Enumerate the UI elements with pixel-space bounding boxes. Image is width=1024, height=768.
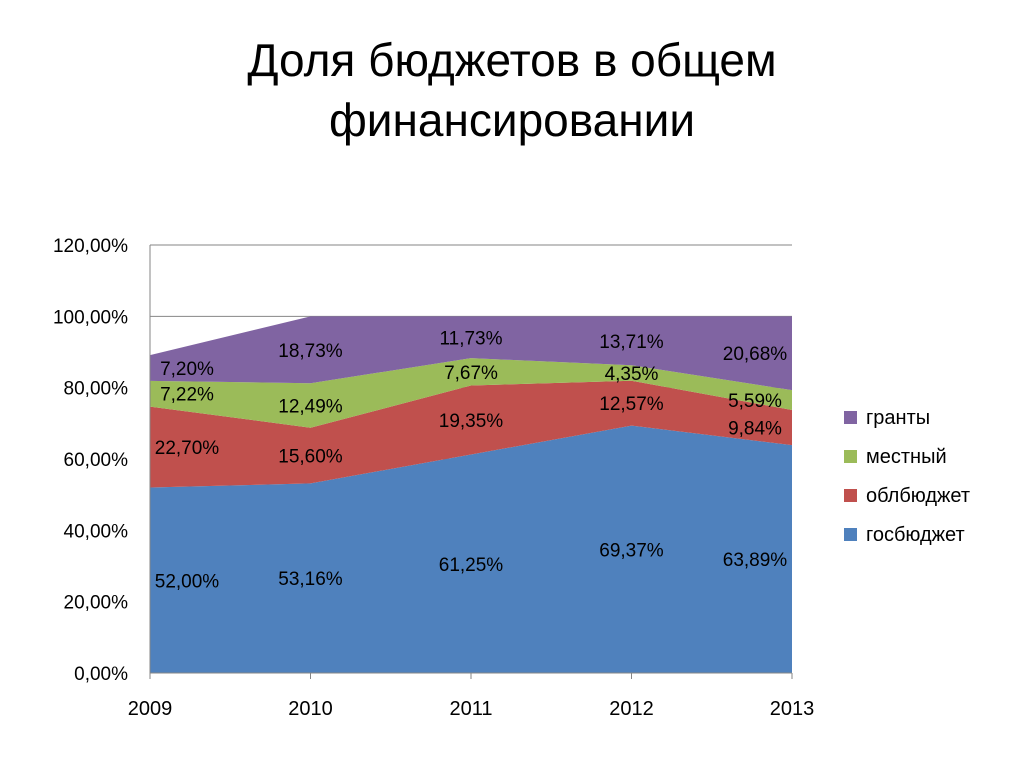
x-tick-label: 2013 xyxy=(770,698,815,720)
area-местный xyxy=(150,358,792,428)
data-label: 7,67% xyxy=(444,363,498,384)
legend-swatch-госбюджет xyxy=(844,528,857,541)
x-tick-label: 2011 xyxy=(449,698,492,720)
data-label: 12,49% xyxy=(278,396,343,417)
data-label: 15,60% xyxy=(278,447,343,468)
data-label: 69,37% xyxy=(599,540,664,561)
y-tick-label: 100,00% xyxy=(53,307,128,328)
data-label: 11,73% xyxy=(439,328,502,349)
slide-title-line-2: финансировании xyxy=(328,94,696,146)
data-label: 19,35% xyxy=(439,411,504,432)
data-label: 18,73% xyxy=(278,341,343,362)
data-label: 5,59% xyxy=(728,391,782,412)
y-tick-label: 20,00% xyxy=(64,593,129,614)
x-tick-label: 2009 xyxy=(128,698,173,720)
y-tick-label: 60,00% xyxy=(64,450,129,471)
x-tick-label: 2012 xyxy=(609,698,654,720)
data-label: 12,57% xyxy=(599,394,664,415)
y-tick-label: 0,00% xyxy=(74,664,128,685)
data-label: 7,20% xyxy=(160,359,214,380)
slide-title: Доля бюджетов в общем финансировании xyxy=(0,30,1024,150)
data-label: 63,89% xyxy=(723,550,788,571)
y-tick-label: 120,00% xyxy=(53,236,128,257)
legend-label: госбюджет xyxy=(866,524,965,546)
data-label: 13,71% xyxy=(599,332,664,353)
area-облбюджет xyxy=(150,380,792,488)
x-tick-label: 2010 xyxy=(288,698,333,720)
data-label: 7,22% xyxy=(160,385,214,406)
data-label: 53,16% xyxy=(278,569,343,590)
data-label: 61,25% xyxy=(439,555,504,576)
legend-label: облбюджет xyxy=(866,485,970,507)
area-госбюджет xyxy=(150,425,792,673)
legend-label: местный xyxy=(866,446,947,468)
data-label: 4,35% xyxy=(605,364,659,385)
legend-swatch-местный xyxy=(844,450,857,463)
y-tick-label: 80,00% xyxy=(64,379,129,400)
data-label: 9,84% xyxy=(728,419,782,440)
data-label: 52,00% xyxy=(155,571,220,592)
data-label: 20,68% xyxy=(723,344,788,365)
legend-swatch-гранты xyxy=(844,411,857,424)
legend-label: гранты xyxy=(866,407,930,429)
area-гранты xyxy=(150,316,792,391)
slide-title-line-1: Доля бюджетов в общем xyxy=(247,34,777,86)
data-label: 22,70% xyxy=(155,438,220,459)
legend-swatch-облбюджет xyxy=(844,489,857,502)
y-tick-label: 40,00% xyxy=(64,521,129,542)
